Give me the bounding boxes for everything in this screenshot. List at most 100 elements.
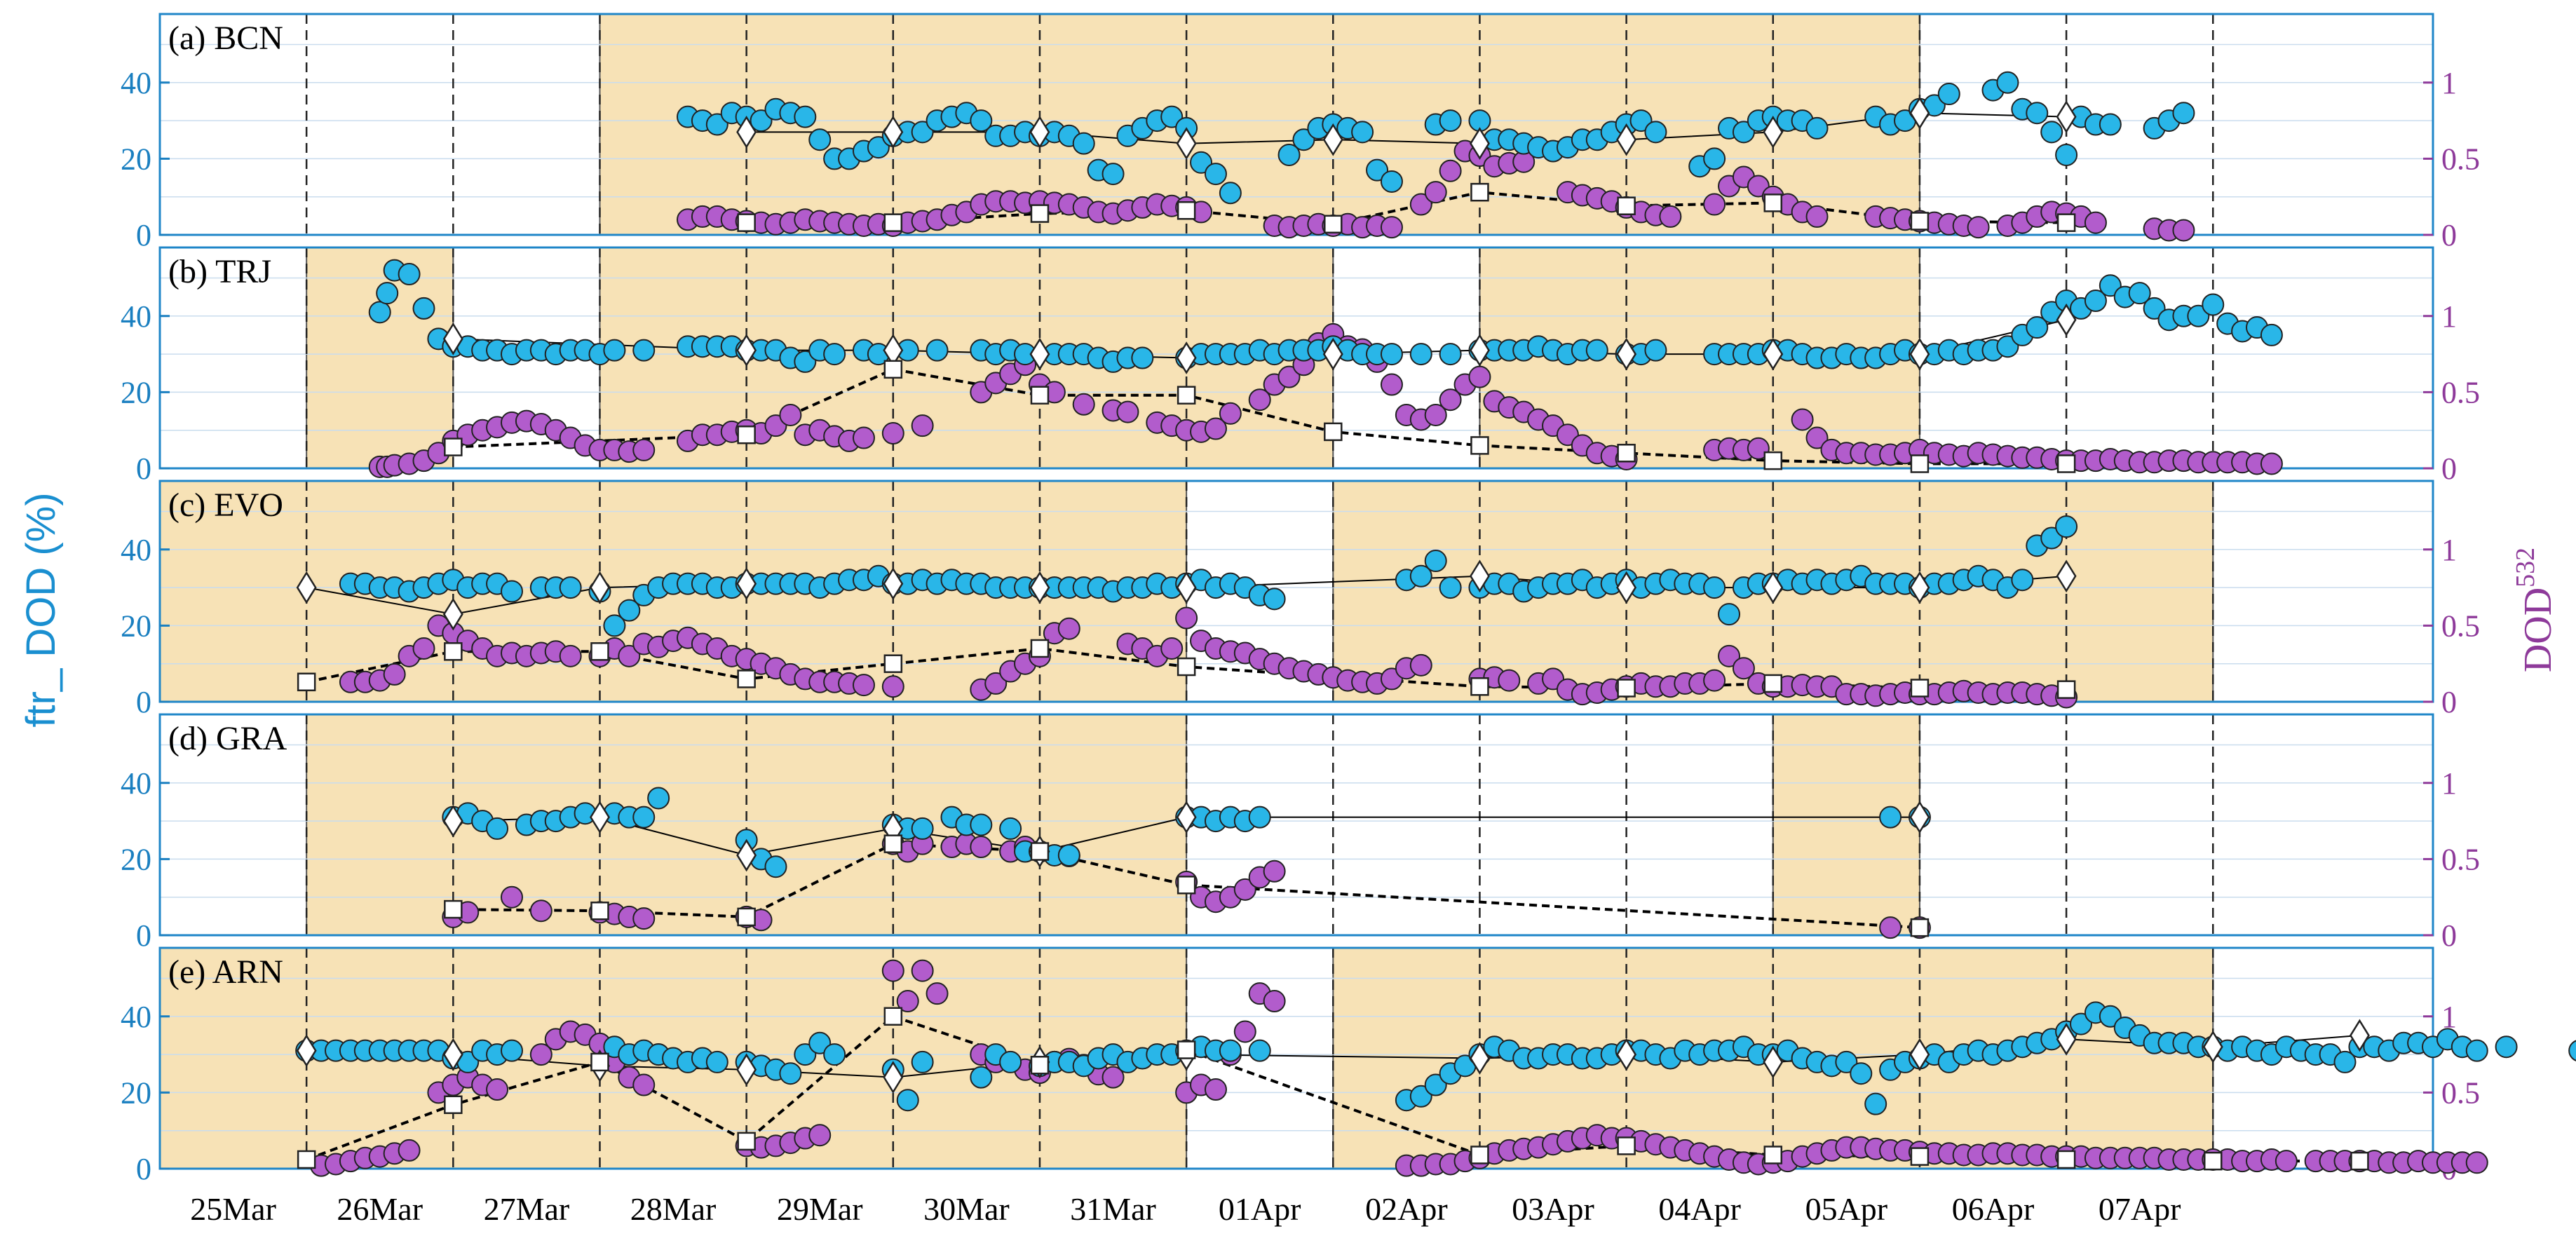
dod-daily-mean-square bbox=[1763, 1146, 1783, 1164]
ftr-daily-mean-diamond bbox=[1616, 1038, 1637, 1071]
ftr-point bbox=[376, 282, 399, 305]
dod-point bbox=[632, 907, 656, 930]
dod-daily-mean-square bbox=[1763, 193, 1783, 212]
y-tick-right-label: 1 bbox=[2441, 533, 2457, 567]
dod-daily-mean-square bbox=[1177, 876, 1196, 895]
dod-point bbox=[2084, 211, 2107, 234]
dod-daily-mean-square bbox=[1910, 212, 1930, 231]
ftr-daily-mean-diamond bbox=[1469, 1042, 1490, 1075]
dod-daily-mean-square bbox=[444, 437, 463, 456]
dod-daily-mean-square bbox=[1324, 215, 1343, 234]
ftr-daily-mean-diamond bbox=[1029, 571, 1050, 604]
x-tick-label: 01Apr bbox=[1219, 1191, 1301, 1227]
dod-point bbox=[632, 1073, 656, 1096]
ftr-point bbox=[1879, 806, 1902, 829]
ftr-point bbox=[1351, 121, 1374, 144]
ftr-point bbox=[500, 580, 523, 603]
ftr-daily-mean-diamond bbox=[442, 597, 463, 631]
ftr-point bbox=[632, 806, 656, 829]
dod-daily-mean-square bbox=[1470, 436, 1489, 455]
dod-daily-mean-square bbox=[1910, 1147, 1930, 1166]
ftr-daily-mean-diamond bbox=[1763, 337, 1784, 371]
ftr-point bbox=[500, 1039, 523, 1062]
ftr-point bbox=[632, 339, 656, 362]
ftr-point bbox=[823, 343, 846, 366]
ftr-point bbox=[1366, 158, 1389, 182]
y-tick-left-label: 20 bbox=[121, 609, 151, 643]
ftr-point bbox=[1703, 147, 1726, 170]
dod-point bbox=[808, 1124, 832, 1147]
dod-daily-mean-square bbox=[2056, 1150, 2076, 1169]
ftr-point bbox=[368, 301, 391, 324]
panel-label: (a) BCN bbox=[168, 20, 283, 57]
dod-point bbox=[1233, 1020, 1256, 1043]
ftr-point bbox=[1439, 343, 1462, 366]
dod-point bbox=[398, 1139, 421, 1162]
dod-point bbox=[911, 959, 934, 982]
dod-daily-mean-square bbox=[1030, 1056, 1050, 1075]
ftr-point bbox=[1732, 121, 1755, 144]
y-tick-left-label: 0 bbox=[136, 218, 151, 252]
panel-frame bbox=[158, 946, 2434, 1170]
ftr-point bbox=[1439, 576, 1462, 599]
ftr-point bbox=[2040, 121, 2063, 144]
dod-point bbox=[1409, 193, 1432, 216]
ftr-point bbox=[1850, 1062, 1873, 1085]
ftr-daily-mean-diamond bbox=[1322, 123, 1343, 156]
x-tick-label: 05Apr bbox=[1805, 1191, 1888, 1227]
dod-point bbox=[881, 675, 904, 698]
panel-label: (d) GRA bbox=[168, 720, 287, 757]
ftr-point bbox=[486, 817, 509, 840]
dod-point bbox=[1703, 669, 1726, 692]
dod-point bbox=[2260, 452, 2283, 475]
ftr-point bbox=[1703, 576, 1726, 599]
ftr-point bbox=[412, 297, 435, 320]
ftr-point bbox=[1160, 105, 1184, 128]
y-tick-left-label: 40 bbox=[121, 766, 151, 801]
ftr-daily-mean-diamond bbox=[2056, 100, 2077, 134]
ftr-daily-mean-diamond bbox=[1763, 571, 1784, 604]
dod-point bbox=[1424, 181, 1447, 204]
ftr-daily-mean-diamond bbox=[442, 1038, 463, 1071]
ftr-point bbox=[1937, 83, 1960, 106]
dod-daily-mean-square bbox=[444, 642, 463, 661]
ftr-daily-mean-diamond bbox=[2056, 559, 2077, 593]
dod-point bbox=[1468, 365, 1491, 388]
ftr-daily-mean-diamond bbox=[2349, 1019, 2370, 1052]
dod-point bbox=[383, 663, 406, 686]
ftr-point bbox=[647, 787, 670, 810]
dod-daily-mean-square bbox=[1177, 1040, 1196, 1059]
ftr-point bbox=[1424, 1073, 1447, 1096]
dod-point bbox=[926, 982, 949, 1005]
ftr-point bbox=[808, 1031, 832, 1054]
ftr-point bbox=[618, 599, 641, 622]
ftr-daily-mean-diamond bbox=[736, 838, 757, 872]
ftr-point bbox=[794, 350, 817, 373]
panel-label: (e) ARN bbox=[168, 953, 283, 991]
y-tick-right-label: 0.5 bbox=[2441, 1075, 2480, 1110]
dod-daily-mean-square bbox=[1177, 201, 1196, 220]
ftr-daily-mean-diamond bbox=[1763, 115, 1784, 149]
ftr-point bbox=[970, 109, 993, 133]
ftr-daily-mean-diamond bbox=[883, 567, 904, 601]
ftr-point bbox=[999, 817, 1022, 840]
ftr-point bbox=[2260, 323, 2283, 346]
ftr-point bbox=[794, 105, 817, 128]
ftr-daily-mean-diamond bbox=[1909, 1038, 1930, 1071]
y-tick-right-label: 0.5 bbox=[2441, 842, 2480, 876]
dod-daily-mean-square bbox=[1470, 1146, 1489, 1164]
dod-daily-mean-square bbox=[1617, 1136, 1636, 1155]
ftr-daily-mean-diamond bbox=[1469, 127, 1490, 161]
x-tick-label: 04Apr bbox=[1658, 1191, 1741, 1227]
dod-point bbox=[970, 836, 993, 858]
panel-0: 0 20 40 0 0.5 1 (a) BCN bbox=[121, 13, 2480, 252]
dod-daily-mean-square bbox=[444, 899, 463, 919]
ftr-point bbox=[867, 136, 890, 159]
ftr-point bbox=[823, 1043, 846, 1066]
ftr-point bbox=[1409, 343, 1432, 366]
dod-daily-mean-square bbox=[883, 1007, 903, 1026]
ftr-point bbox=[1644, 339, 1667, 362]
dod-point bbox=[1160, 637, 1184, 660]
ftr-point bbox=[603, 614, 626, 637]
dod-daily-mean-square bbox=[444, 1095, 463, 1115]
